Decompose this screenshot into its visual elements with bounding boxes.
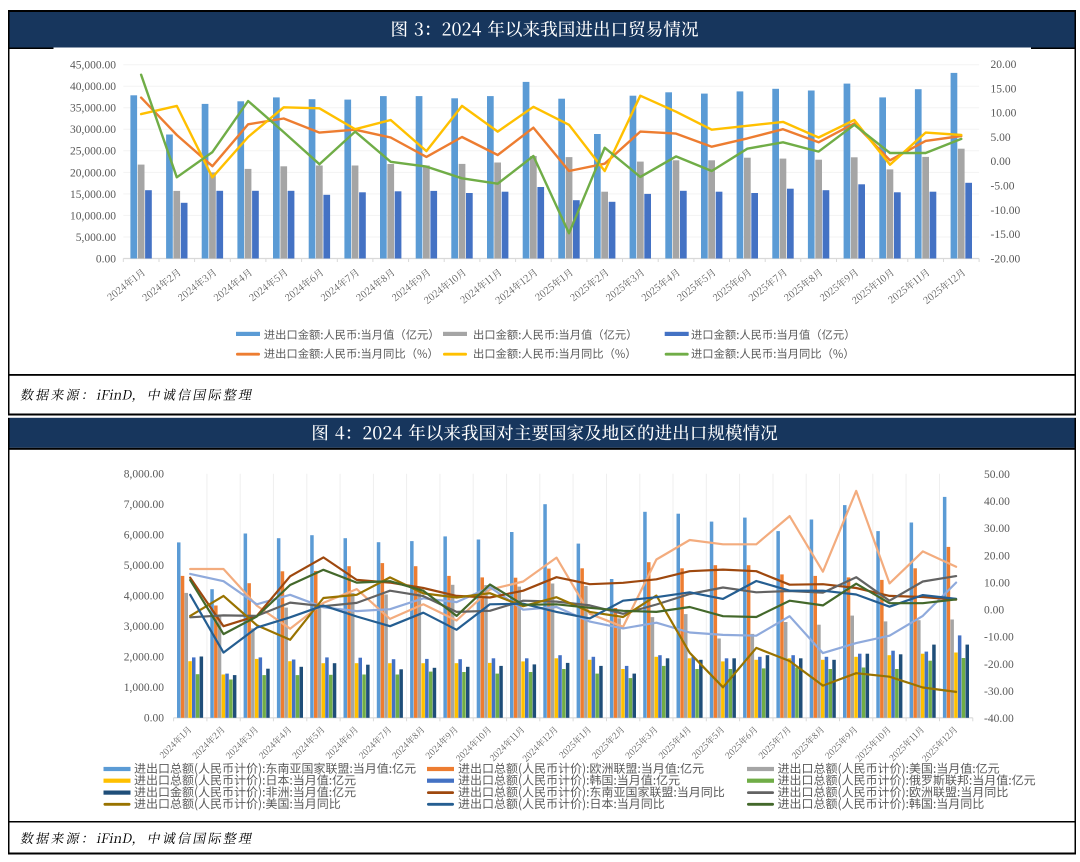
svg-text:30,000.00: 30,000.00 <box>70 124 116 136</box>
svg-text:6,000.00: 6,000.00 <box>124 530 165 542</box>
svg-text:7,000.00: 7,000.00 <box>124 499 165 511</box>
svg-text:25,000.00: 25,000.00 <box>70 146 116 158</box>
svg-text:45,000.00: 45,000.00 <box>70 60 116 72</box>
svg-text:5,000.00: 5,000.00 <box>76 232 117 244</box>
svg-text:4,000.00: 4,000.00 <box>124 591 165 603</box>
svg-text:-20.00: -20.00 <box>991 253 1021 265</box>
svg-text:0.00: 0.00 <box>144 713 164 725</box>
svg-text:1,000.00: 1,000.00 <box>124 682 165 694</box>
svg-text:0.00: 0.00 <box>984 605 1004 617</box>
svg-text:-40.00: -40.00 <box>984 713 1014 725</box>
svg-text:5.00: 5.00 <box>991 132 1011 144</box>
svg-text:-10.00: -10.00 <box>991 205 1021 217</box>
svg-text:10,000.00: 10,000.00 <box>70 210 116 222</box>
svg-text:50.00: 50.00 <box>984 469 1010 481</box>
svg-text:40.00: 40.00 <box>984 496 1010 508</box>
svg-text:3,000.00: 3,000.00 <box>124 621 165 633</box>
svg-text:10.00: 10.00 <box>984 578 1010 590</box>
svg-text:20,000.00: 20,000.00 <box>70 167 116 179</box>
svg-text:-15.00: -15.00 <box>991 229 1021 241</box>
svg-text:20.00: 20.00 <box>991 59 1017 71</box>
svg-text:0.00: 0.00 <box>96 253 116 265</box>
svg-text:8,000.00: 8,000.00 <box>124 469 165 481</box>
svg-text:15.00: 15.00 <box>991 83 1017 95</box>
svg-text:-5.00: -5.00 <box>991 181 1015 193</box>
svg-text:15,000.00: 15,000.00 <box>70 189 116 201</box>
svg-text:-30.00: -30.00 <box>984 686 1014 698</box>
svg-text:35,000.00: 35,000.00 <box>70 103 116 115</box>
svg-text:40,000.00: 40,000.00 <box>70 81 116 93</box>
svg-text:30.00: 30.00 <box>984 523 1010 535</box>
svg-text:10.00: 10.00 <box>991 108 1017 120</box>
svg-text:5,000.00: 5,000.00 <box>124 560 165 572</box>
svg-text:20.00: 20.00 <box>984 550 1010 562</box>
svg-text:2,000.00: 2,000.00 <box>124 652 165 664</box>
svg-text:0.00: 0.00 <box>991 156 1011 168</box>
svg-text:-20.00: -20.00 <box>984 659 1014 671</box>
svg-text:-10.00: -10.00 <box>984 632 1014 644</box>
